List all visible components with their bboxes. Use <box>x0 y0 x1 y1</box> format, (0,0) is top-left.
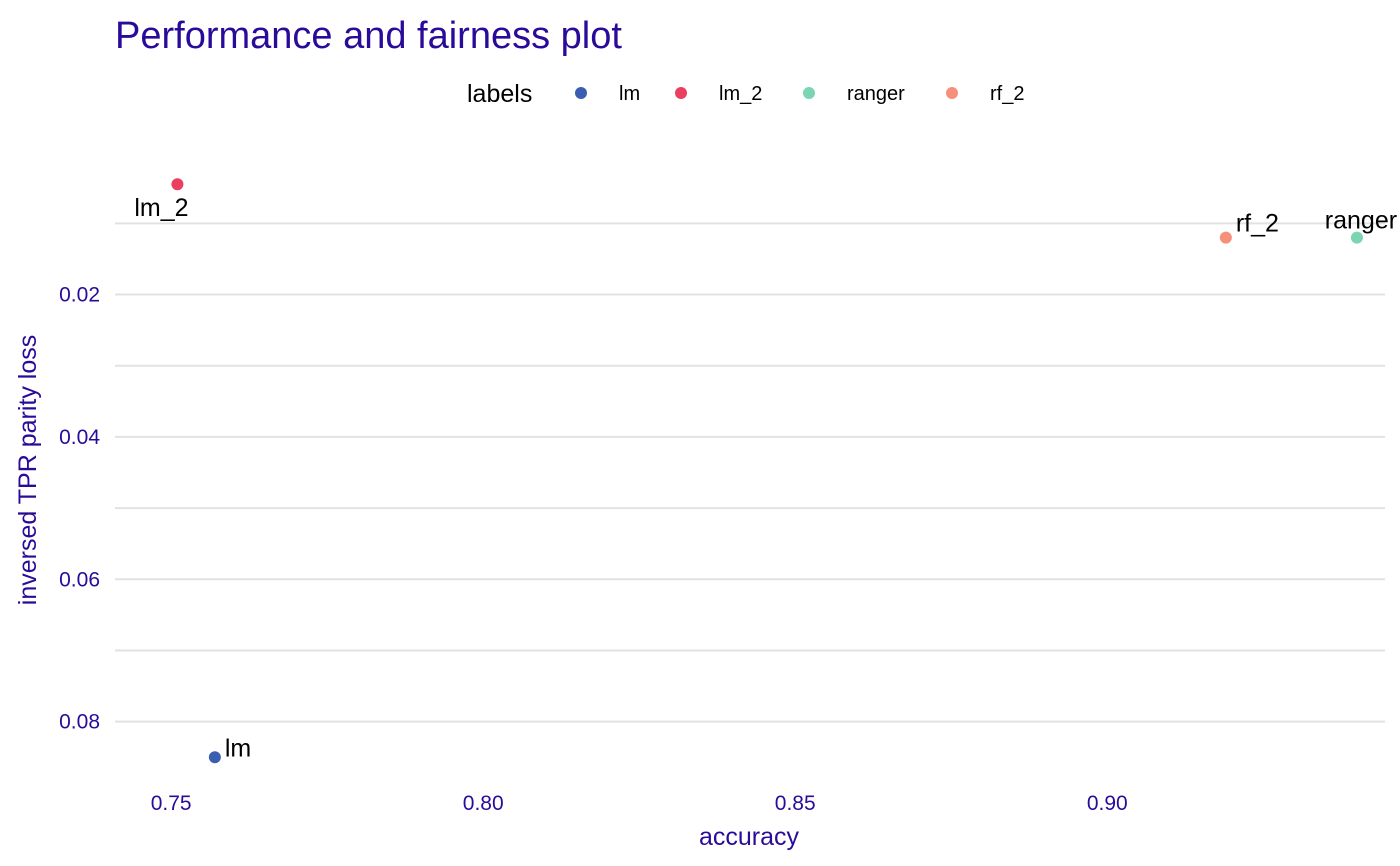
x-tick-label: 0.90 <box>1087 792 1128 815</box>
legend-swatch-lm-2 <box>675 87 687 99</box>
x-tick-label: 0.80 <box>463 792 504 815</box>
point-label-lm: lm <box>225 734 251 762</box>
x-tick-label: 0.75 <box>151 792 192 815</box>
legend: labels lm lm_2 ranger rf_2 <box>467 80 1024 108</box>
legend-label-lm: lm <box>619 83 640 105</box>
y-axis-label: inversed TPR parity loss <box>14 335 42 605</box>
legend-title: labels <box>467 80 532 108</box>
point-label-rf-2: rf_2 <box>1236 210 1279 238</box>
axis-layer: 0.75 0.80 0.85 0.90 0.02 0.04 0.06 0.08 <box>59 284 1128 815</box>
point-lm-2 <box>171 178 184 191</box>
x-tick-label: 0.85 <box>775 792 816 815</box>
x-axis-label: accuracy <box>699 823 800 851</box>
y-tick-label: 0.02 <box>59 284 100 307</box>
legend-swatch-lm <box>575 87 587 99</box>
legend-label-lm-2: lm_2 <box>719 83 762 105</box>
y-tick-label: 0.08 <box>59 711 100 734</box>
point-label-ranger: ranger <box>1325 207 1397 235</box>
points-layer: lm lm_2 ranger rf_2 <box>134 178 1397 764</box>
point-lm <box>208 751 221 764</box>
chart-title: Performance and fairness plot <box>115 15 622 57</box>
point-ranger <box>1350 231 1363 244</box>
legend-label-ranger: ranger <box>847 83 905 105</box>
legend-swatch-ranger <box>803 87 815 99</box>
y-tick-label: 0.04 <box>59 426 100 449</box>
grid-layer <box>115 222 1385 723</box>
legend-label-rf-2: rf_2 <box>990 83 1024 105</box>
legend-swatch-rf-2 <box>946 87 958 99</box>
point-rf-2 <box>1219 231 1232 244</box>
y-tick-label: 0.06 <box>59 568 100 591</box>
point-label-lm-2: lm_2 <box>134 194 188 222</box>
